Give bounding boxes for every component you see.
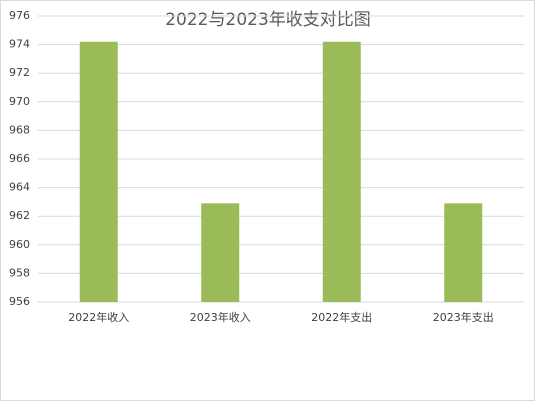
bar	[201, 203, 240, 302]
y-tick-label: 974	[9, 38, 30, 51]
y-tick-label: 962	[9, 209, 30, 222]
bar	[79, 41, 118, 303]
bar	[322, 41, 361, 303]
y-tick-label: 970	[9, 95, 30, 108]
x-tick-label: 2022年收入	[68, 310, 129, 324]
x-tick-label: 2023年收入	[190, 310, 251, 324]
y-tick-label: 958	[9, 266, 30, 279]
x-tick-label: 2023年支出	[433, 310, 494, 324]
y-tick-label: 966	[9, 152, 30, 165]
bar	[444, 203, 483, 302]
y-tick-label: 960	[9, 238, 30, 251]
chart-title: 2022与2023年收支对比图	[165, 10, 371, 30]
y-tick-label: 964	[9, 181, 30, 194]
y-tick-label: 976	[9, 9, 30, 22]
y-tick-label: 972	[9, 66, 30, 79]
x-tick-label: 2022年支出	[311, 310, 372, 324]
y-tick-label: 956	[9, 295, 30, 308]
y-tick-label: 968	[9, 123, 30, 136]
